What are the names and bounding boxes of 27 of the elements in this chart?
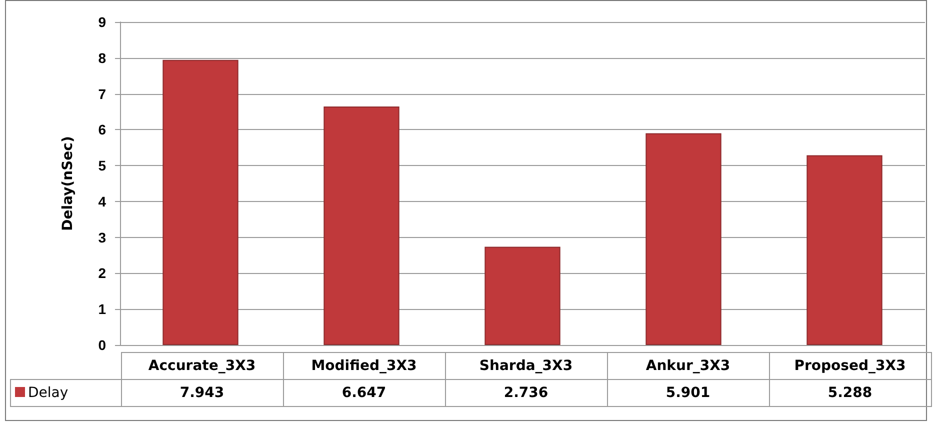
bar bbox=[484, 246, 560, 345]
data-label: 7.943 bbox=[121, 380, 283, 406]
x-tick-label: Sharda_3X3 bbox=[445, 352, 607, 380]
y-tick-label: 8 bbox=[98, 50, 106, 66]
y-tick-label: 3 bbox=[98, 229, 106, 246]
x-tick-label: Proposed_3X3 bbox=[769, 352, 931, 380]
y-tick-label: 6 bbox=[98, 122, 106, 138]
data-label: 5.901 bbox=[607, 380, 769, 406]
x-tick-label: Accurate_3X3 bbox=[121, 352, 283, 380]
y-tick-label: 4 bbox=[98, 193, 106, 210]
y-axis-title: Delay(nSec) bbox=[60, 136, 76, 231]
y-tick-label: 2 bbox=[98, 265, 106, 282]
y-tick-label: 7 bbox=[98, 86, 106, 102]
x-tick-label: Modified_3X3 bbox=[283, 352, 445, 380]
legend-label: Delay bbox=[10, 380, 121, 406]
y-tick-label: 9 bbox=[98, 14, 106, 30]
bar bbox=[324, 106, 400, 345]
bar bbox=[806, 155, 882, 345]
y-tick-label: 5 bbox=[98, 158, 106, 174]
y-tick-label: 1 bbox=[98, 301, 106, 318]
bar bbox=[646, 133, 722, 345]
bar bbox=[162, 60, 238, 345]
y-tick-label: 0 bbox=[98, 337, 106, 353]
data-label: 5.288 bbox=[769, 380, 931, 406]
data-label: 2.736 bbox=[445, 380, 607, 406]
x-tick-label: Ankur_3X3 bbox=[607, 352, 769, 380]
data-label: 6.647 bbox=[283, 380, 445, 406]
